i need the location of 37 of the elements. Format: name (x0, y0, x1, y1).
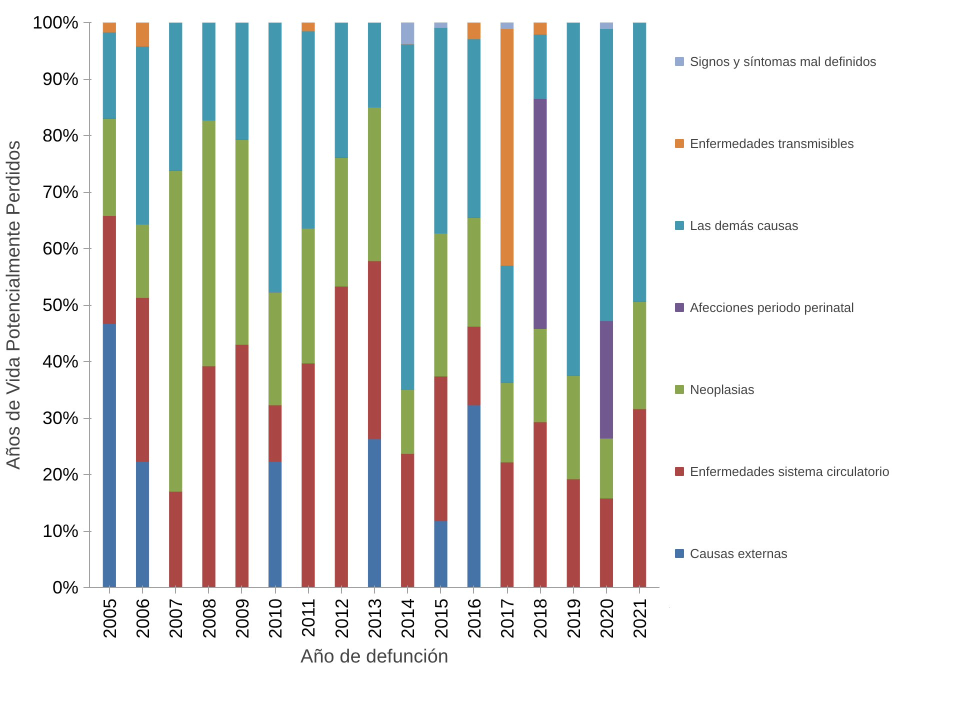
y-tick-label: 80% (42, 126, 79, 146)
x-tick-label: 2012 (332, 598, 352, 639)
x-tick-label: 2016 (464, 598, 484, 639)
y-tick-label: 40% (42, 352, 79, 372)
y-tick-label: 30% (42, 408, 79, 428)
legend-label: Causas externas (690, 544, 788, 562)
y-tick-label: 10% (42, 521, 79, 541)
x-tick-label: 2006 (133, 598, 154, 639)
x-tick-label: 2011 (298, 598, 319, 638)
x-tick-label: 2015 (431, 598, 452, 639)
y-axis-title: Años de Vida Potencialmente Perdidos (3, 140, 24, 470)
y-tick-label: 70% (42, 182, 79, 202)
legend-label: Las demás causas (690, 216, 798, 234)
legend-label: Afecciones periodo perinatal (690, 298, 854, 317)
x-tick-label: 2005 (100, 598, 120, 639)
x-tick-label: 2009 (232, 598, 252, 639)
x-tick-label: 2013 (365, 598, 385, 639)
x-tick-label: 2021 (630, 598, 650, 639)
legend-label: Enfermedades transmisibles (690, 134, 854, 152)
x-tick-label: 2020 (596, 598, 617, 639)
legend-label: Enfermedades sistema circulatorio (690, 462, 890, 480)
x-tick-label: 2014 (398, 598, 418, 639)
x-axis-title: Año de defunción (300, 646, 448, 668)
x-tick-label: 2010 (266, 598, 286, 639)
legend-label: Neoplasias (690, 380, 754, 399)
x-tick-label: 2017 (498, 598, 518, 639)
y-tick-label: 20% (42, 464, 79, 484)
legend-label: Signos y síntomas mal definidos (690, 52, 876, 71)
y-tick-label: 50% (42, 295, 79, 315)
y-tick-label: 0% (52, 578, 78, 598)
y-tick-label: 100% (32, 12, 79, 32)
y-tick-label: 60% (42, 238, 79, 258)
x-tick-label: 2008 (199, 598, 220, 639)
x-tick-label: 2019 (564, 598, 584, 639)
y-tick-label: 90% (42, 69, 79, 89)
x-tick-label: 2007 (166, 598, 186, 639)
x-tick-label: 2018 (530, 598, 551, 639)
